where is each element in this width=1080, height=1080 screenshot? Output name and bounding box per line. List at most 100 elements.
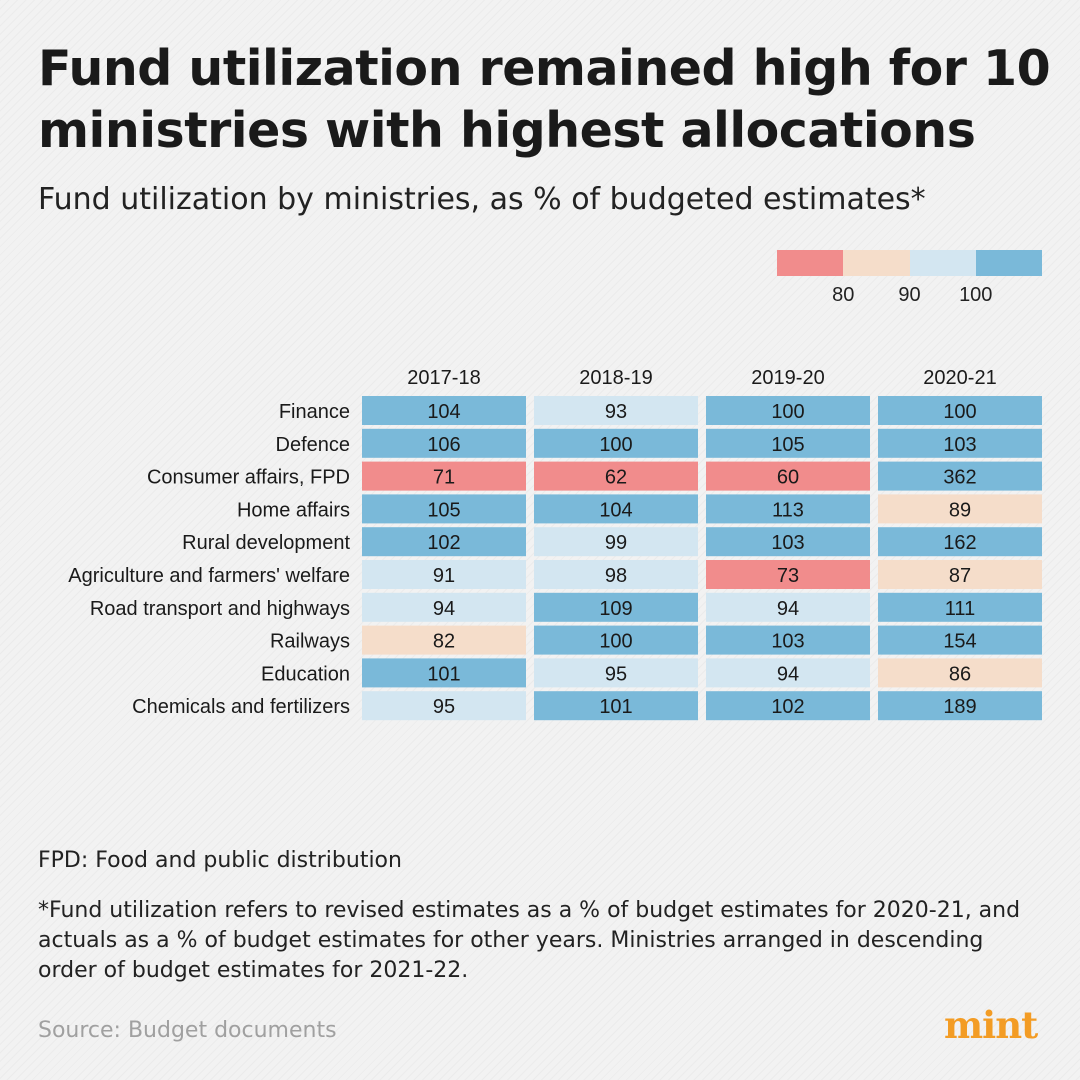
legend-tick-80: 80 [832,284,855,306]
cell-value: 99 [605,532,627,554]
cell-value: 94 [777,663,799,685]
cell-value: 100 [943,401,976,423]
row-label: Rural development [182,532,350,554]
cell-value: 104 [599,499,632,521]
row-label: Chemicals and fertilizers [132,696,350,718]
row-label: Agriculture and farmers' welfare [68,565,350,587]
cell-value: 95 [433,696,455,718]
cell-value: 98 [605,565,627,587]
heatmap-cell [706,494,870,524]
cell-value: 82 [433,631,455,653]
legend-swatch-90-100 [909,250,976,276]
heatmap-cell [362,527,526,557]
row-label: Railways [270,631,350,653]
cell-value: 94 [777,598,799,620]
cell-value: 62 [605,467,627,489]
heatmap-cell [534,494,698,524]
cell-value: 95 [605,663,627,685]
heatmap-cell [362,494,526,524]
heatmap-cell [706,527,870,557]
heatmap-cell [362,592,526,622]
heatmap-cell [878,527,1042,557]
cell-value: 103 [771,532,804,554]
heatmap-cell [706,691,870,721]
heatmap-cell [878,461,1042,491]
heatmap-cell [534,461,698,491]
cell-value: 91 [433,565,455,587]
cell-value: 60 [777,467,799,489]
heatmap-cell [534,396,698,425]
cell-value: 102 [771,696,804,718]
heatmap-cell [362,691,526,721]
cell-value: 101 [427,663,460,685]
heatmap-cell [706,658,870,688]
cell-value: 101 [599,696,632,718]
legend-swatch-below-80 [777,250,844,276]
chart-subtitle: Fund utilization by ministries, as % of … [38,182,926,217]
cell-value: 87 [949,565,971,587]
color-legend: 80 90 100 [777,250,1042,310]
row-label: Road transport and highways [90,598,350,620]
cell-value: 100 [599,631,632,653]
row-label: Home affairs [237,499,350,521]
heatmap-cell [706,625,870,655]
heatmap-cell [362,625,526,655]
heatmap-cell [878,592,1042,622]
cell-value: 105 [771,434,804,456]
cell-value: 103 [771,631,804,653]
cell-value: 100 [771,401,804,423]
heatmap-cell [706,396,870,425]
mint-logo: mint [944,1003,1038,1047]
source-note: Source: Budget documents [38,1018,337,1043]
heatmap-cell [534,428,698,458]
cell-value: 154 [943,631,976,653]
heatmap-cell [878,396,1042,425]
cell-value: 100 [599,434,632,456]
heatmap-cell [878,625,1042,655]
cell-value: 102 [427,532,460,554]
legend-swatch-80-90 [843,250,910,276]
heatmap-cell [534,625,698,655]
chart-title: Fund utilization remained high for 10 mi… [38,40,1051,159]
cell-value: 105 [427,499,460,521]
cell-value: 106 [427,434,460,456]
heatmap-chart: 2017-18 2018-19 2019-20 2020-21 Finance 104 93… [68,367,1042,721]
heatmap-cell [706,560,870,589]
heatmap-cell [362,658,526,688]
row-label: Consumer affairs, FPD [147,467,350,489]
legend-bar [777,250,1042,276]
heatmap-cell [362,428,526,458]
fpd-footnote: FPD: Food and public distribution [38,848,402,873]
heatmap-cell [706,428,870,458]
column-header-2017-18: 2017-18 [407,367,480,389]
cell-value: 111 [945,598,975,620]
cell-value: 362 [943,467,976,489]
heatmap-cell [706,592,870,622]
heatmap-cell [706,461,870,491]
legend-swatch-above-100 [975,250,1042,276]
heatmap-cell [878,428,1042,458]
heatmap-cell [878,560,1042,589]
heatmap-cell [878,691,1042,721]
column-header-2020-21: 2020-21 [923,367,996,389]
cell-value: 86 [949,663,971,685]
cell-value: 73 [777,565,799,587]
cell-value: 109 [599,598,632,620]
heatmap-cell [534,527,698,557]
legend-tick-90: 90 [898,284,921,306]
heatmap-cell [534,592,698,622]
cell-value: 94 [433,598,455,620]
heatmap-cell [362,560,526,589]
cell-value: 104 [427,401,460,423]
heatmap-cell [534,658,698,688]
heatmap-cell [534,691,698,721]
cell-value: 162 [943,532,976,554]
cell-value: 103 [943,434,976,456]
cell-value: 113 [772,499,804,521]
cell-value: 189 [943,696,976,718]
cell-value: 93 [605,401,627,423]
column-header-2018-19: 2018-19 [579,367,652,389]
row-label: Finance [279,401,350,423]
heatmap-cell [878,494,1042,524]
legend-tick-100: 100 [959,284,993,306]
